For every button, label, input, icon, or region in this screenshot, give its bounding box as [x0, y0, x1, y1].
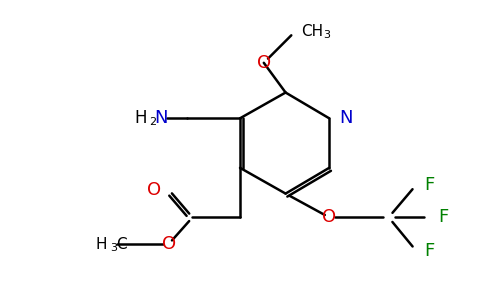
Text: F: F: [438, 208, 448, 226]
Text: O: O: [257, 54, 271, 72]
Text: H: H: [135, 109, 147, 127]
Text: 3: 3: [110, 243, 117, 253]
Text: O: O: [162, 235, 176, 253]
Text: 3: 3: [323, 30, 330, 40]
Text: H: H: [96, 237, 107, 252]
Text: N: N: [339, 109, 352, 127]
Text: O: O: [322, 208, 336, 226]
Text: F: F: [424, 242, 435, 260]
Text: N: N: [154, 109, 167, 127]
Text: C: C: [116, 237, 126, 252]
Text: 2: 2: [149, 117, 156, 127]
Text: CH: CH: [302, 24, 324, 39]
Text: O: O: [147, 181, 161, 199]
Text: F: F: [424, 176, 435, 194]
